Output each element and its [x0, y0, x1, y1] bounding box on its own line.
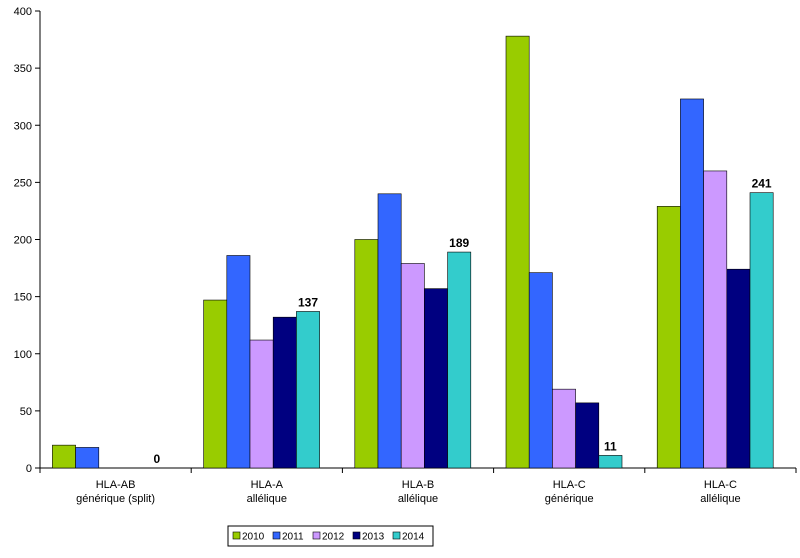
legend-item-2012: 2012 — [312, 531, 345, 543]
bar-2012-cat-4 — [703, 170, 728, 469]
legend-item-2010: 2010 — [232, 531, 265, 543]
category-label: HLA-B — [402, 479, 434, 491]
bar-2011-cat-2 — [377, 193, 402, 469]
legend-swatch — [312, 531, 321, 540]
y-tick-label: 400 — [14, 6, 32, 18]
x-axis: HLA-AB générique (split) HLA-A allélique HLA… — [39, 467, 797, 505]
y-tick-label: 0 — [26, 463, 32, 475]
category-label: allélique — [700, 493, 740, 505]
bar-2013-cat-3 — [575, 402, 600, 469]
legend-label: 2014 — [402, 532, 425, 543]
bar-2010-cat-1 — [203, 299, 228, 469]
bar-2013-cat-1 — [272, 316, 297, 469]
legend-swatch — [392, 531, 401, 540]
legend-box — [227, 525, 434, 547]
y-axis: 0 50 100 150 200 250 300 350 400 — [14, 6, 41, 475]
legend-swatch — [352, 531, 361, 540]
legend-label: 2012 — [322, 532, 345, 543]
bar-2013-cat-4 — [726, 268, 751, 469]
category-label: HLA-C — [553, 479, 586, 491]
bar-2012-cat-1 — [249, 339, 274, 469]
legend-swatch — [272, 531, 281, 540]
bar-2010-cat-0 — [52, 444, 76, 469]
data-label: 189 — [449, 236, 469, 250]
bar-2014-cat-3 — [598, 455, 623, 469]
legend-label: 2010 — [242, 532, 265, 543]
category-label: allélique — [398, 493, 438, 505]
bar-2011-cat-0 — [75, 447, 100, 469]
category-label: allélique — [247, 493, 287, 505]
bar-2014-cat-4 — [749, 192, 774, 469]
bar-2011-cat-4 — [680, 98, 704, 469]
bar-2012-cat-2 — [400, 263, 425, 469]
category-label: générique (split) — [76, 493, 155, 505]
y-tick-label: 300 — [14, 120, 32, 132]
legend-item-2011: 2011 — [272, 531, 304, 543]
bar-2010-cat-4 — [656, 206, 681, 469]
category-label: générique — [545, 493, 594, 505]
data-labels: 0 137 189 11 241 — [153, 177, 771, 466]
y-tick-label: 250 — [14, 177, 32, 189]
category-label: HLA-AB — [96, 479, 136, 491]
y-tick-label: 200 — [14, 235, 32, 247]
bar-2014-cat-1 — [296, 311, 320, 469]
data-label: 11 — [604, 439, 617, 453]
bar-2010-cat-3 — [505, 35, 530, 469]
bar-2014-cat-2 — [447, 251, 472, 469]
y-tick-label: 150 — [14, 292, 32, 304]
category-label: HLA-A — [251, 479, 284, 491]
legend-item-2013: 2013 — [352, 531, 385, 543]
bar-2011-cat-1 — [226, 255, 251, 469]
data-label: 137 — [298, 295, 318, 309]
legend-label: 2011 — [282, 532, 304, 543]
bar-2011-cat-3 — [528, 272, 553, 469]
y-tick-label: 350 — [14, 63, 32, 75]
bar-2012-cat-3 — [552, 388, 576, 469]
bars — [52, 35, 774, 469]
bar-2013-cat-2 — [424, 288, 448, 469]
legend-label: 2013 — [362, 532, 385, 543]
y-tick-label: 100 — [14, 349, 32, 361]
bar-2010-cat-2 — [354, 239, 379, 469]
data-label: 241 — [752, 177, 772, 191]
y-tick-label: 50 — [20, 406, 32, 418]
category-label: HLA-C — [704, 479, 737, 491]
legend-swatch — [232, 531, 241, 540]
data-label: 0 — [153, 452, 160, 466]
legend-item-2014: 2014 — [392, 531, 425, 543]
legend: 2010 2011 2012 2013 2014 — [227, 525, 434, 547]
